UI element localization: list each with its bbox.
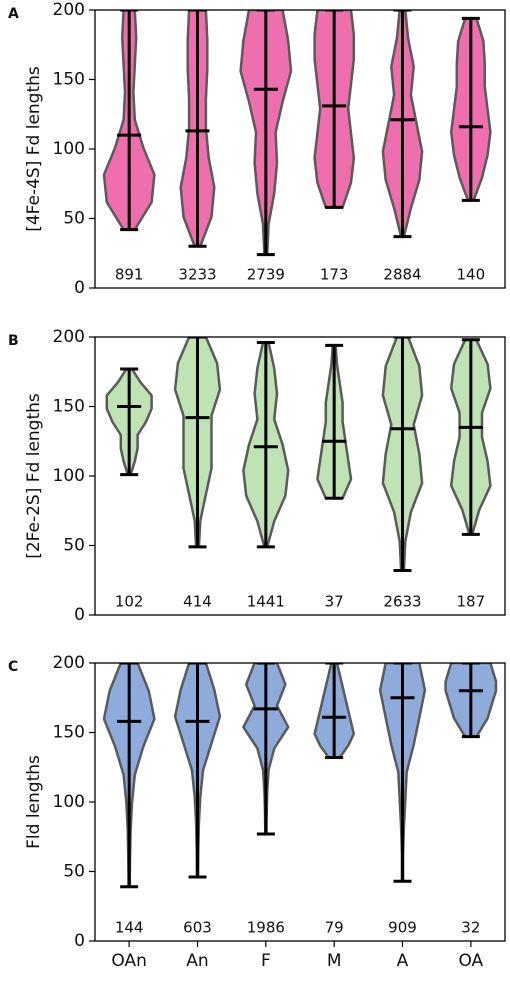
y-tick-label: 100: [53, 139, 85, 159]
y-tick-label: 100: [53, 466, 85, 486]
count-label: 2739: [247, 266, 285, 284]
panel-label: A: [8, 6, 19, 22]
plot-frame: [94, 9, 506, 289]
plot-area: [102, 10, 492, 257]
panel-label: B: [8, 333, 19, 349]
y-tick-label: 200: [53, 327, 85, 347]
count-label: 2633: [383, 593, 421, 611]
count-label: 414: [183, 593, 212, 611]
y-axis-label: [2Fe-2S] Fd lengths: [24, 393, 44, 559]
x-tick-label: An: [186, 951, 208, 971]
count-label: 909: [388, 919, 417, 937]
count-label: 187: [457, 593, 486, 611]
plot-frame: [94, 336, 506, 616]
y-tick-label: 200: [53, 0, 85, 20]
y-tick-label: 50: [63, 209, 85, 229]
y-tick-label: 0: [74, 931, 85, 951]
count-label: 144: [115, 919, 144, 937]
count-label: 603: [183, 919, 212, 937]
x-tick-label: A: [397, 951, 409, 971]
x-tick-label: OA: [458, 951, 483, 971]
count-label: 1986: [247, 919, 285, 937]
y-tick-label: 100: [53, 792, 85, 812]
count-label: 891: [115, 266, 144, 284]
y-tick-label: 0: [74, 278, 85, 298]
y-tick-label: 150: [53, 397, 85, 417]
y-tick-label: 50: [63, 536, 85, 556]
x-tick-label: OAn: [111, 951, 147, 971]
y-axis-label: [4Fe-4S] Fd lengths: [24, 66, 44, 232]
y-axis-label: Fld lengths: [24, 755, 44, 849]
x-tick-label: M: [327, 951, 342, 971]
count-label: 3233: [178, 266, 216, 284]
count-label: 173: [320, 266, 349, 284]
y-tick-label: 50: [63, 862, 85, 882]
x-tick-label: F: [261, 951, 271, 971]
y-tick-label: 150: [53, 70, 85, 90]
count-label: 79: [325, 919, 344, 937]
y-tick-label: 200: [53, 653, 85, 673]
count-label: 2884: [383, 266, 421, 284]
panel-label: C: [8, 659, 18, 675]
plot-area: [105, 337, 492, 573]
count-label: 32: [461, 919, 480, 937]
y-tick-label: 150: [53, 723, 85, 743]
plot-frame: [94, 662, 506, 942]
count-label: 1441: [247, 593, 285, 611]
count-label: 102: [115, 593, 144, 611]
y-tick-label: 0: [74, 605, 85, 625]
count-label: 140: [457, 266, 486, 284]
count-label: 37: [325, 593, 344, 611]
plot-area: [102, 663, 498, 889]
